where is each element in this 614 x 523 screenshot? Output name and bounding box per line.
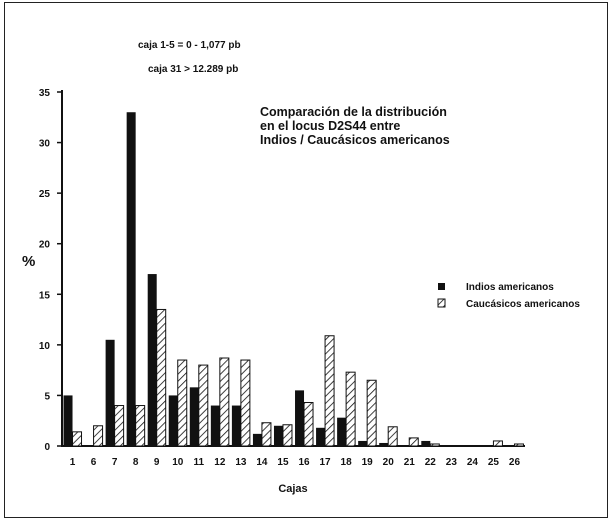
- x-tick-label: 22: [425, 457, 437, 468]
- bar-indios-americanos: [252, 433, 262, 446]
- x-tick-label: 10: [172, 457, 184, 468]
- legend-swatch-caucasicos: [437, 298, 446, 308]
- note-caja-1-5: caja 1-5 = 0 - 1,077 pb: [138, 40, 241, 51]
- bar-indios-americanos: [189, 387, 199, 446]
- legend-swatch-indios: [438, 283, 445, 290]
- x-tick-label: 20: [383, 457, 395, 468]
- y-tick-label: 30: [39, 139, 51, 150]
- x-tick-label: 9: [154, 457, 160, 468]
- bar-caucasicos-americanos: [93, 425, 104, 447]
- x-tick-labels: 1 6 7 8 9 10 11 12 13 14 15 16 17 18 19 20 21 22 23 24 25 26: [70, 457, 521, 468]
- bar-caucasicos-americanos: [114, 405, 125, 447]
- y-tick-label: 15: [39, 290, 51, 301]
- bar-indios-americanos: [63, 395, 73, 446]
- x-axis-label: Cajas: [278, 483, 307, 495]
- bar-caucasicos-americanos: [282, 424, 293, 447]
- bar-caucasicos-americanos: [387, 426, 398, 447]
- bar-caucasicos-americanos: [219, 357, 230, 447]
- y-tick-label: 25: [39, 189, 51, 200]
- bar-indios-americanos: [210, 405, 220, 446]
- bar-caucasicos-americanos: [492, 440, 503, 447]
- bar-indios-americanos: [126, 112, 136, 446]
- x-tick-label: 23: [446, 457, 458, 468]
- note-caja-31: caja 31 > 12.289 pb: [148, 64, 238, 75]
- bar-indios-americanos: [231, 405, 241, 446]
- x-tick-label: 24: [467, 457, 479, 468]
- bar-caucasicos-americanos: [261, 422, 272, 447]
- bar-caucasicos-americanos: [135, 405, 146, 447]
- x-tick-label: 14: [256, 457, 268, 468]
- x-tick-label: 25: [488, 457, 500, 468]
- bar-caucasicos-americanos: [429, 443, 440, 447]
- x-tick-label: 16: [298, 457, 310, 468]
- x-tick-label: 12: [214, 457, 226, 468]
- x-tick-label: 11: [194, 457, 205, 468]
- bar-indios-americanos: [379, 442, 389, 446]
- bar-indios-americanos: [295, 390, 305, 446]
- chart-title-line-3: Indios / Caucásicos americanos: [260, 133, 450, 147]
- legend-label-caucasicos: Caucásicos americanos: [466, 299, 580, 310]
- bar-caucasicos-americanos: [198, 364, 209, 447]
- bar-caucasicos-americanos: [303, 402, 314, 447]
- bar-caucasicos-americanos: [156, 308, 167, 447]
- chart-title-line-1: Comparación de la distribución: [260, 105, 447, 119]
- x-tick-label: 15: [277, 457, 289, 468]
- x-tick-label: 21: [404, 457, 416, 468]
- y-tick-label: 35: [39, 88, 51, 99]
- bar-caucasicos-americanos: [324, 335, 335, 447]
- bars: [63, 112, 524, 447]
- chart-title-line-2: en el locus D2S44 entre: [260, 119, 400, 133]
- bar-indios-americanos: [337, 417, 347, 446]
- x-tick-label: 6: [91, 457, 97, 468]
- x-tick-label: 13: [235, 457, 247, 468]
- figure-frame: [4, 2, 608, 518]
- bar-caucasicos-americanos: [72, 431, 83, 447]
- x-tick-label: 17: [320, 457, 332, 468]
- x-tick-label: 18: [341, 457, 353, 468]
- y-axis-label: %: [22, 253, 35, 270]
- bar-indios-americanos: [421, 440, 431, 446]
- x-tick-label: 19: [362, 457, 374, 468]
- bar-indios-americanos: [168, 395, 178, 446]
- x-tick-label: 7: [112, 457, 118, 468]
- bar-indios-americanos: [273, 425, 283, 446]
- y-tick-label: 10: [39, 341, 51, 352]
- bar-caucasicos-americanos: [177, 359, 188, 447]
- legend: Indios americanos Caucásicos americanos: [437, 282, 580, 310]
- bar-caucasicos-americanos: [345, 371, 356, 447]
- bar-indios-americanos: [358, 440, 368, 446]
- bar-caucasicos-americanos: [513, 443, 524, 447]
- y-tick-label: 20: [39, 240, 51, 251]
- bar-caucasicos-americanos: [240, 359, 251, 447]
- x-tick-label: 26: [509, 457, 521, 468]
- bar-caucasicos-americanos: [408, 437, 419, 447]
- x-tick-label: 8: [133, 457, 139, 468]
- y-tick-label: 5: [44, 391, 50, 402]
- y-tick-label: 0: [44, 442, 50, 453]
- y-tick-labels: 0 5 10 15 20 25 30 35: [39, 88, 51, 453]
- legend-label-indios: Indios americanos: [466, 282, 554, 293]
- bar-indios-americanos: [147, 274, 157, 446]
- bar-indios-americanos: [316, 427, 326, 446]
- x-tick-label: 1: [70, 457, 76, 468]
- bar-indios-americanos: [105, 339, 115, 446]
- bar-caucasicos-americanos: [366, 379, 377, 447]
